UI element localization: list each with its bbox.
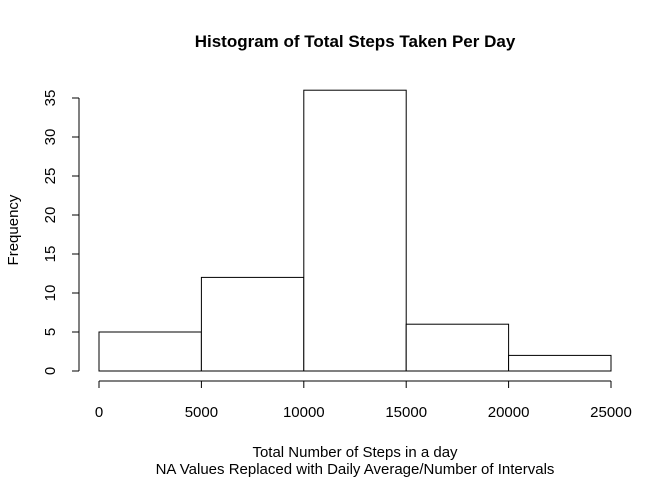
x-tick-label: 0 bbox=[95, 404, 103, 421]
y-tick-label: 10 bbox=[42, 285, 59, 302]
x-tick-label: 15000 bbox=[385, 404, 427, 421]
y-axis: 0 5 10 15 20 25 30 35 bbox=[42, 90, 80, 375]
chart-title: Histogram of Total Steps Taken Per Day bbox=[195, 32, 516, 51]
bars-group bbox=[98, 89, 612, 372]
y-axis-label: Frequency bbox=[5, 194, 22, 265]
x-tick-label: 5000 bbox=[185, 404, 218, 421]
histogram-bar-1 bbox=[200, 276, 305, 372]
y-tick-label: 30 bbox=[42, 129, 59, 146]
x-axis-subtitle: NA Values Replaced with Daily Average/Nu… bbox=[156, 461, 555, 478]
x-tick-label: 20000 bbox=[488, 404, 530, 421]
histogram-bar-4 bbox=[508, 354, 612, 372]
y-tick-label: 0 bbox=[42, 367, 59, 375]
x-tick-label: 25000 bbox=[590, 404, 632, 421]
y-tick-label: 5 bbox=[42, 328, 59, 336]
y-tick-label: 25 bbox=[42, 168, 59, 185]
y-tick-label: 20 bbox=[42, 207, 59, 224]
histogram-bar-2 bbox=[303, 89, 407, 372]
y-tick-label: 35 bbox=[42, 90, 59, 107]
y-tick-label: 15 bbox=[42, 246, 59, 263]
x-axis-label: Total Number of Steps in a day bbox=[252, 444, 458, 461]
histogram-bar-3 bbox=[405, 323, 510, 372]
histogram-bar-0 bbox=[98, 331, 202, 372]
x-tick-label: 10000 bbox=[283, 404, 325, 421]
x-axis: 0 5000 10000 15000 20000 25000 bbox=[95, 380, 632, 421]
